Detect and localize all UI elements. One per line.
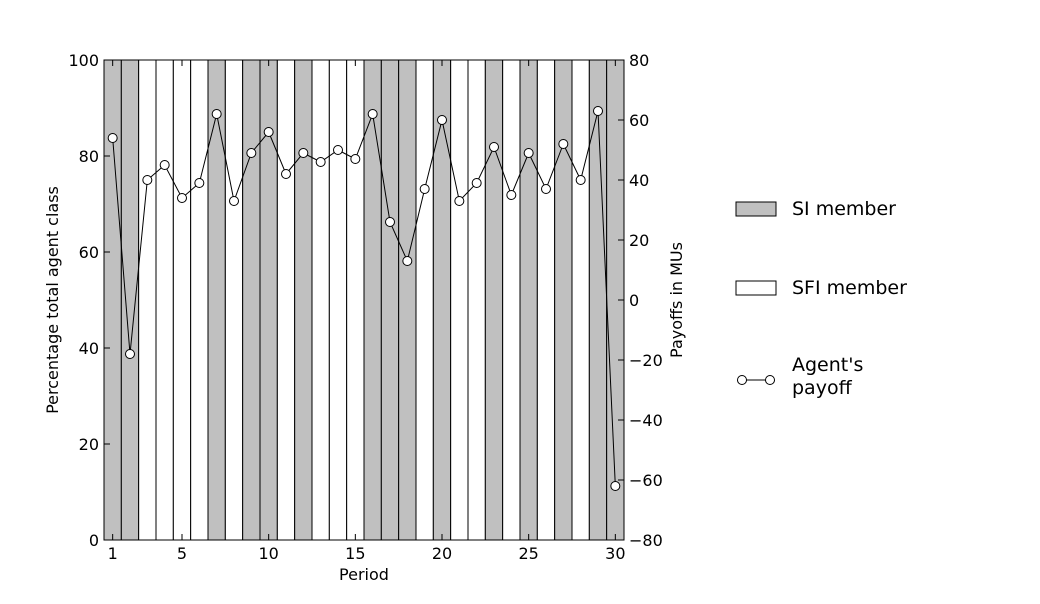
payoff-point-period-24 [506,190,517,200]
payoff-point-period-15 [350,154,361,164]
y-right-tick-label: 60 [629,111,649,130]
payoff-point-period-30 [610,481,621,491]
x-tick-label: 25 [518,544,538,563]
legend-swatch-si [735,201,777,217]
bar-period-14 [328,59,348,541]
bar-period-5 [172,59,192,541]
legend-marker-payoff-left [737,375,747,385]
legend-label-payoff-line2: payoff [792,377,853,399]
payoff-point-period-11 [281,169,291,179]
payoff-point-period-4 [159,160,170,170]
bar-period-17 [380,59,400,541]
bar-period-26 [536,59,556,541]
payoff-point-period-10 [263,127,274,137]
bar-period-8 [224,59,244,541]
bar-period-22 [467,59,486,541]
payoff-point-period-8 [229,196,239,206]
y-left-tick-label: 40 [79,339,99,358]
legend-label-sfi: SFI member [792,277,907,299]
bar-period-9 [242,59,261,541]
y-right-tick-label: −60 [629,471,663,490]
bar-period-12 [294,59,313,541]
x-tick-label: 15 [345,544,365,563]
y-left-tick-label: 100 [68,51,99,70]
payoff-point-period-3 [142,175,153,185]
x-tick-label: 10 [258,544,278,563]
legend-label-payoff-line1: Agent's [792,354,863,376]
y-axis-left-label: Percentage total agent class [43,186,62,414]
y-right-tick-label: −40 [629,411,663,430]
y-right-tick-label: 40 [629,171,649,190]
payoff-point-period-1 [107,133,118,143]
bar-period-18 [398,59,417,541]
payoff-point-period-23 [489,142,499,152]
bar-period-1 [103,59,122,541]
y-right-tick-label: 0 [629,291,639,310]
legend-label-si: SI member [792,198,896,220]
payoff-point-period-7 [211,109,222,119]
payoff-point-period-14 [333,145,343,155]
legend: SI member SFI member Agent's payoff [735,198,907,399]
y-right-tick-label: 80 [629,51,649,70]
bar-period-6 [190,59,209,541]
bar-period-24 [502,59,521,541]
bar-period-16 [363,59,382,541]
bar-period-2 [120,59,140,541]
bar-period-4 [155,59,174,541]
y-axis-right-label: Payoffs in MUs [667,242,686,358]
bar-period-23 [484,59,504,541]
payoff-point-period-16 [367,109,378,119]
bar-period-29 [588,59,608,541]
payoff-point-period-17 [385,217,395,227]
payoff-point-period-22 [471,178,482,188]
payoff-point-period-12 [298,148,309,158]
payoff-point-period-20 [437,115,447,125]
y-left-tick-label: 60 [79,243,99,262]
payoff-point-period-18 [402,256,413,266]
x-axis-label: Period [339,565,389,584]
legend-marker-payoff-right [765,375,775,385]
bar-period-13 [311,59,330,541]
payoff-point-period-25 [523,148,534,158]
bars-group [103,59,625,541]
x-tick-label: 30 [605,544,625,563]
bar-period-15 [346,59,365,541]
x-tick-label: 1 [108,544,118,563]
bar-period-11 [276,59,296,541]
payoff-point-period-5 [177,193,187,203]
payoff-point-period-26 [541,184,551,194]
ticks-group: 1 5 10 15 20 25 30020406080100−80−60−40−200204… [68,51,662,563]
payoff-point-period-28 [575,175,586,185]
y-right-tick-label: −80 [629,531,663,550]
y-left-tick-label: 80 [79,147,99,166]
y-right-tick-label: −20 [629,351,663,370]
payoff-point-period-13 [315,157,326,167]
payoff-point-period-27 [558,139,569,149]
payoff-point-period-29 [593,106,603,116]
payoff-point-period-21 [454,196,465,206]
bar-period-19 [415,59,434,541]
payoff-point-period-9 [246,148,257,158]
payoff-point-period-2 [125,349,135,359]
y-left-tick-label: 20 [79,435,99,454]
bar-period-27 [554,59,573,541]
y-left-tick-label: 0 [89,531,99,550]
x-tick-label: 5 [177,544,187,563]
y-right-tick-label: 20 [629,231,649,250]
payoff-point-period-6 [194,178,205,188]
legend-swatch-sfi [735,280,777,296]
bar-period-3 [138,59,157,541]
payoff-point-period-19 [419,184,430,194]
bar-period-28 [571,59,590,541]
bar-period-20 [432,59,452,541]
payoff-markers-group [107,106,621,491]
bar-period-21 [450,59,469,541]
bar-period-25 [519,59,538,541]
bar-period-7 [207,59,226,541]
x-tick-label: 20 [432,544,452,563]
